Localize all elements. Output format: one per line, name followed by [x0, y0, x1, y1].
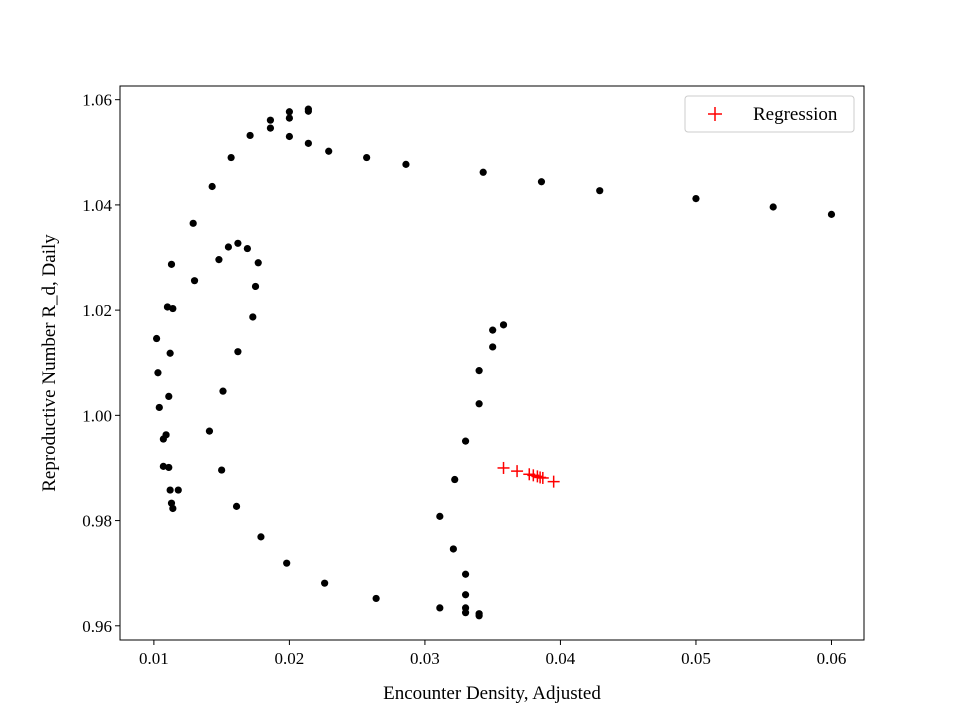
data-point	[218, 466, 226, 474]
data-point	[169, 304, 177, 313]
plot-frame	[119, 85, 865, 641]
data-point	[372, 594, 380, 603]
data-point	[257, 533, 265, 541]
data-point	[227, 153, 235, 162]
y-tick-label: 1.06	[82, 91, 112, 110]
data-point	[205, 427, 214, 435]
data-point	[596, 187, 604, 195]
data-point	[266, 116, 275, 124]
data-point	[285, 132, 293, 141]
data-point	[167, 260, 176, 268]
data-point	[285, 114, 293, 122]
y-tick-label: 0.98	[82, 512, 112, 531]
data-point	[154, 369, 162, 377]
data-point	[489, 343, 497, 351]
data-point	[475, 367, 483, 375]
legend: Regression	[684, 95, 855, 133]
regression-point	[497, 461, 510, 474]
data-point	[208, 182, 216, 191]
data-point	[304, 139, 312, 147]
data-point	[165, 463, 173, 472]
data-point	[169, 504, 177, 513]
data-point	[537, 178, 546, 186]
data-point	[251, 282, 260, 291]
data-point	[266, 124, 275, 132]
x-tick-label: 0.03	[410, 649, 440, 668]
y-tick-label: 0.96	[82, 617, 112, 636]
legend-label-regression: Regression	[753, 104, 838, 125]
data-point	[321, 579, 329, 587]
data-point	[461, 437, 470, 445]
data-point	[436, 512, 444, 520]
y-tick-label: 1.02	[82, 301, 112, 320]
data-point	[163, 303, 172, 311]
regression-point	[511, 465, 524, 478]
data-point	[249, 313, 257, 321]
data-point	[174, 486, 182, 494]
data-point	[234, 348, 242, 356]
data-point	[325, 147, 333, 155]
data-point	[475, 400, 483, 408]
regression-point	[547, 475, 560, 488]
data-point	[283, 559, 291, 567]
legend-frame	[684, 95, 855, 133]
data-point	[246, 131, 254, 140]
data-point	[475, 610, 483, 618]
y-tick-label: 1.00	[82, 406, 112, 425]
x-tick-label: 0.05	[681, 649, 711, 668]
data-point	[159, 462, 167, 470]
x-axis-ticks: 0.01 0.02 0.03 0.04 0.05 0.06	[139, 640, 846, 668]
y-tick-label: 1.04	[82, 196, 112, 215]
data-point	[402, 160, 410, 168]
data-point	[461, 604, 470, 612]
data-point	[304, 105, 312, 113]
data-point	[243, 244, 251, 253]
y-axis-ticks: 0.96 0.98 1.00 1.02 1.04 1.06	[82, 91, 120, 636]
data-point	[449, 545, 457, 553]
data-point	[166, 349, 174, 357]
data-point	[436, 604, 444, 612]
data-point	[461, 570, 470, 578]
data-point	[363, 153, 371, 162]
data-point	[166, 486, 174, 494]
x-tick-label: 0.06	[817, 649, 847, 668]
data-point	[224, 243, 233, 251]
regression-point	[531, 470, 544, 483]
data-point	[461, 591, 470, 599]
x-tick-label: 0.01	[139, 649, 169, 668]
data-point	[285, 108, 293, 116]
data-point	[234, 239, 242, 247]
data-point	[451, 475, 459, 484]
data-point	[189, 219, 197, 227]
data-point	[165, 392, 173, 401]
data-point	[155, 403, 163, 412]
data-point	[479, 168, 487, 176]
data-point	[499, 321, 508, 329]
data-point	[827, 210, 836, 218]
x-tick-label: 0.02	[275, 649, 305, 668]
data-point	[190, 277, 199, 285]
x-axis-label: Encounter Density, Adjusted	[383, 683, 601, 704]
data-point	[254, 259, 262, 267]
y-axis-label: Reproductive Number R_d, Daily	[39, 234, 60, 492]
data-point	[232, 502, 241, 510]
x-tick-label: 0.04	[546, 649, 576, 668]
data-point	[215, 256, 223, 264]
data-point	[769, 203, 777, 211]
data-point	[692, 194, 700, 203]
data-point	[219, 387, 227, 395]
data-point	[489, 326, 497, 334]
data-point	[152, 334, 161, 343]
data-point	[162, 431, 170, 439]
points-layer	[152, 105, 836, 620]
regression-point	[536, 471, 549, 484]
